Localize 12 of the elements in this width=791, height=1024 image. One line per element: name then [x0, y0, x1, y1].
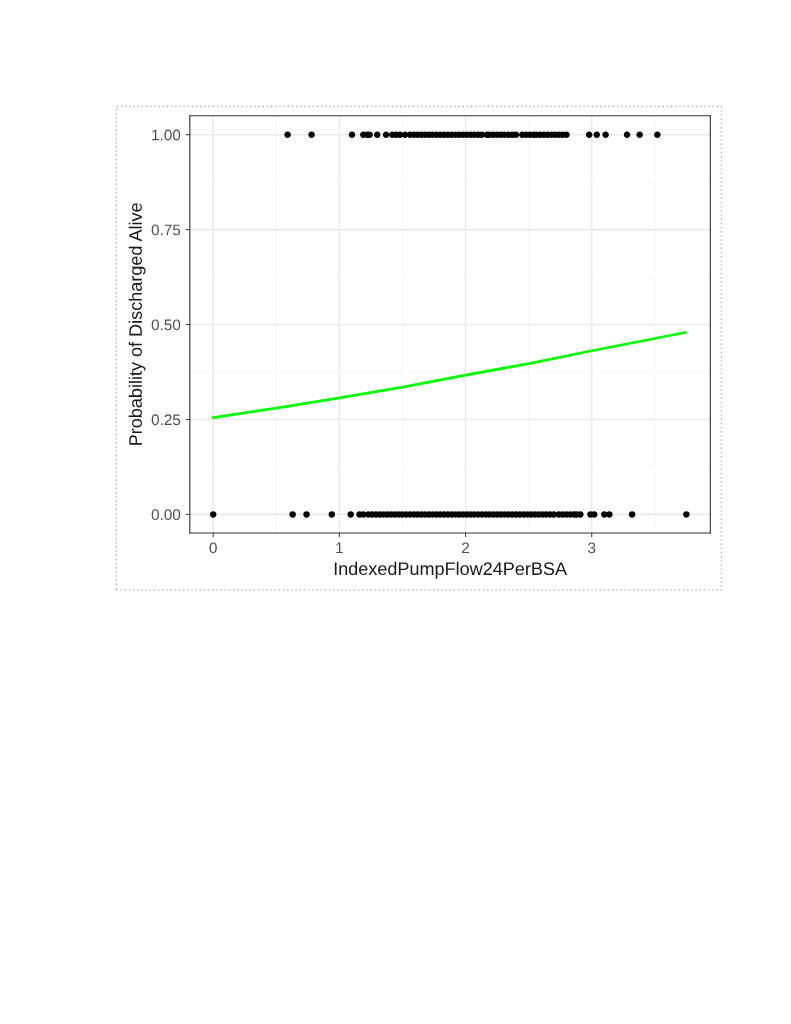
x-axis-title: IndexedPumpFlow24PerBSA: [334, 561, 567, 579]
y-tick-label: 0.50: [151, 319, 181, 331]
x-tick-label: 1: [336, 542, 343, 554]
x-tick-label: 0: [209, 542, 217, 554]
line-series: [211, 331, 687, 419]
x-tick-label: 3: [588, 542, 596, 554]
x-tick-label: 2: [462, 542, 470, 554]
y-tick-label: 0.25: [151, 414, 181, 426]
y-axis-title: Probability of Discharged Alive: [128, 203, 146, 445]
y-tick-label: 0.00: [151, 509, 181, 521]
y-tick-label: 0.75: [151, 224, 181, 236]
y-tick-label: 1.00: [152, 129, 181, 141]
